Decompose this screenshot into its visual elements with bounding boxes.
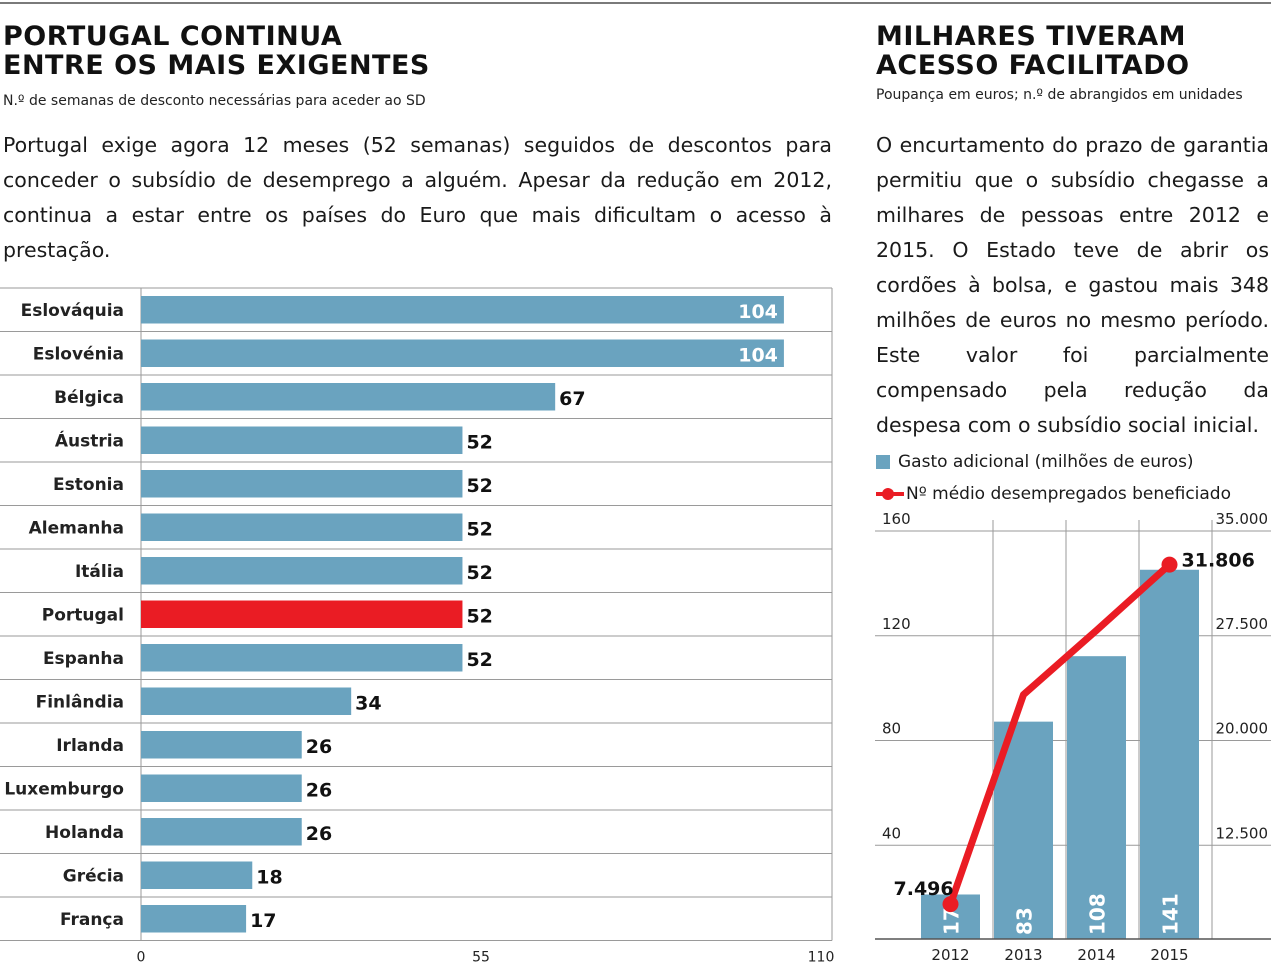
- right-tick-label: 20.000: [1216, 720, 1269, 738]
- bar: [141, 600, 463, 628]
- right-tick-label: 27.500: [1216, 615, 1269, 633]
- weeks-bar-chart: Eslováquia 104 Eslovénia 104 Bélgica 67 Áustri…: [0, 287, 835, 962]
- data-label: 52: [466, 605, 492, 627]
- data-label: 104: [738, 301, 778, 323]
- annotation-end: 31.806: [1182, 550, 1255, 572]
- category-label: Grécia: [63, 866, 124, 886]
- category-label: Bélgica: [54, 388, 124, 408]
- data-label: 52: [466, 649, 492, 671]
- right-title-line2: ACESSO FACILITADO: [876, 50, 1190, 81]
- right-tick-label: 12.500: [1216, 824, 1269, 842]
- data-label: 104: [738, 344, 778, 366]
- legend-line-swatch: [876, 487, 904, 501]
- category-label: Áustria: [55, 429, 124, 451]
- annotation-start: 7.496: [894, 878, 954, 900]
- category-label: Portugal: [42, 605, 124, 625]
- combo-bar-label: 108: [1086, 893, 1110, 935]
- right-intro: O encurtamento do prazo de garantia perm…: [876, 133, 1269, 437]
- category-label: Eslovénia: [33, 344, 124, 364]
- category-label: Luxemburgo: [4, 779, 124, 799]
- bar: [141, 339, 784, 367]
- left-title: PORTUGAL CONTINUA ENTRE OS MAIS EXIGENTE…: [3, 22, 430, 80]
- left-title-line2: ENTRE OS MAIS EXIGENTES: [3, 50, 430, 81]
- x-tick-label: 0: [137, 950, 146, 962]
- x-tick-label: 110: [808, 950, 835, 962]
- bar: [141, 905, 247, 933]
- combo-x-tick-label: 2012: [931, 946, 969, 962]
- line-series: [947, 561, 1173, 908]
- legend-line-label: Nº médio desempregados beneficiado: [906, 484, 1231, 504]
- right-subtitle: Poupança em euros; n.º de abrangidos em …: [876, 87, 1243, 103]
- combo-bar-label: 83: [1013, 907, 1037, 935]
- data-label: 17: [250, 910, 276, 932]
- left-tick-label: 160: [882, 510, 911, 528]
- data-label: 26: [306, 779, 332, 801]
- category-label: Finlândia: [36, 692, 124, 712]
- combo-bar-label: 141: [1159, 893, 1183, 935]
- combo-x-tick-label: 2015: [1150, 946, 1188, 962]
- data-label: 52: [466, 431, 492, 453]
- category-label: Alemanha: [29, 518, 124, 538]
- data-label: 34: [355, 692, 381, 714]
- top-rule: [0, 2, 1271, 4]
- left-title-line1: PORTUGAL CONTINUA: [3, 21, 343, 52]
- bar: [141, 731, 302, 759]
- data-label: 52: [466, 518, 492, 540]
- data-label: 67: [559, 388, 585, 410]
- combo-bar: [1067, 656, 1126, 939]
- legend-bar-swatch: [876, 455, 890, 469]
- bar: [141, 470, 463, 498]
- left-intro: Portugal exige agora 12 meses (52 semana…: [3, 133, 832, 262]
- combo-x-tick-label: 2013: [1004, 946, 1042, 962]
- category-label: Itália: [75, 562, 124, 582]
- bar: [141, 513, 463, 541]
- data-label: 26: [306, 823, 332, 845]
- data-label: 18: [256, 866, 282, 888]
- bar: [141, 426, 463, 454]
- bar: [141, 687, 352, 715]
- bar: [141, 296, 784, 324]
- bar: [141, 861, 253, 889]
- left-tick-label: 40: [882, 824, 901, 842]
- left-tick-label: 120: [882, 615, 911, 633]
- category-label: Espanha: [43, 649, 124, 669]
- left-tick-label: 80: [882, 720, 901, 738]
- combo-chart: 408012016012.50020.00027.50035.000172012…: [875, 510, 1271, 962]
- bar: [141, 557, 463, 585]
- bar: [141, 383, 556, 411]
- category-label: França: [60, 910, 124, 930]
- bar: [141, 774, 302, 802]
- left-subtitle: N.º de semanas de desconto necessárias p…: [3, 93, 426, 109]
- category-label: Irlanda: [56, 736, 124, 756]
- legend-line: Nº médio desempregados beneficiado: [876, 484, 1231, 504]
- line-marker: [1161, 556, 1178, 573]
- legend-bar: Gasto adicional (milhões de euros): [876, 452, 1194, 472]
- data-label: 52: [466, 562, 492, 584]
- combo-bar: [1140, 569, 1199, 939]
- category-label: Estonia: [53, 475, 124, 495]
- line-marker: [942, 896, 959, 913]
- data-label: 26: [306, 736, 332, 758]
- data-label: 52: [466, 475, 492, 497]
- bar: [141, 644, 463, 672]
- right-title: MILHARES TIVERAM ACESSO FACILITADO: [876, 22, 1190, 80]
- bar: [141, 818, 302, 846]
- combo-x-tick-label: 2014: [1077, 946, 1115, 962]
- right-tick-label: 35.000: [1216, 510, 1269, 528]
- category-label: Eslováquia: [21, 301, 124, 321]
- category-label: Holanda: [45, 823, 124, 843]
- legend-bar-label: Gasto adicional (milhões de euros): [898, 452, 1194, 472]
- right-title-line1: MILHARES TIVERAM: [876, 21, 1187, 52]
- x-tick-label: 55: [472, 950, 490, 962]
